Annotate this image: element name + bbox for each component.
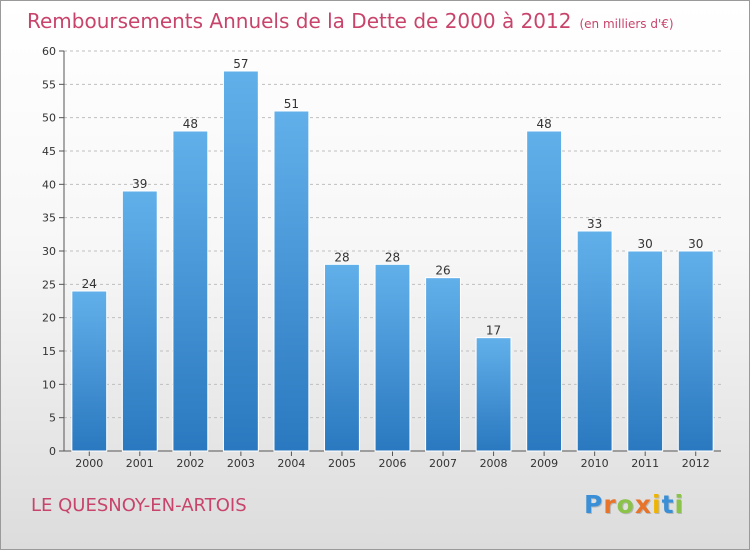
bar-2002 xyxy=(172,130,209,452)
y-tick-label: 25 xyxy=(42,278,56,291)
chart-title-text: Remboursements Annuels de la Dette de 20… xyxy=(27,9,572,33)
chart-title: Remboursements Annuels de la Dette de 20… xyxy=(27,9,674,33)
bar-2010 xyxy=(576,230,613,452)
logo-letter: i xyxy=(674,490,685,519)
bar-value-label: 57 xyxy=(233,57,248,71)
place-name: LE QUESNOY-EN-ARTOIS xyxy=(31,495,247,516)
x-tick-label: 2005 xyxy=(328,457,356,470)
x-tick-labels: 2000 2001 2002 2003 2004 2005 2006 2007 2008 2009… xyxy=(75,457,709,470)
x-tick-label: 2011 xyxy=(631,457,659,470)
x-tick-label: 2010 xyxy=(581,457,609,470)
bar-2012 xyxy=(677,250,714,452)
bar-value-label: 24 xyxy=(82,277,97,291)
y-tick-label: 60 xyxy=(42,45,56,58)
bar-2001 xyxy=(121,190,158,452)
bar-value-label: 28 xyxy=(334,250,349,264)
bar-2008 xyxy=(475,337,512,452)
y-tick-label: 0 xyxy=(49,445,56,458)
logo-letter: x xyxy=(634,490,652,519)
bars: 24 39 48 57 51 28 28 26 17 48 33 30 30 xyxy=(71,57,714,452)
chart-subtitle: (en milliers d'€) xyxy=(579,17,674,31)
bar-value-label: 17 xyxy=(486,324,501,338)
bar-value-label: 48 xyxy=(536,117,551,131)
bar-2003 xyxy=(222,70,259,452)
bar-value-label: 30 xyxy=(688,237,703,251)
bar-2011 xyxy=(627,250,664,452)
bar-value-label: 48 xyxy=(183,117,198,131)
x-tick-label: 2000 xyxy=(75,457,103,470)
proxiti-logo: Proxiti xyxy=(584,490,684,519)
x-tick-label: 2006 xyxy=(379,457,407,470)
bar-2009 xyxy=(526,130,563,452)
bar-value-label: 26 xyxy=(435,264,450,278)
bar-2000 xyxy=(71,290,108,452)
y-tick-label: 50 xyxy=(42,112,56,125)
logo-letter: r xyxy=(603,490,617,519)
bar-value-label: 30 xyxy=(638,237,653,251)
y-tick-label: 55 xyxy=(42,78,56,91)
x-tick-label: 2009 xyxy=(530,457,558,470)
logo-letter: P xyxy=(584,490,604,519)
y-tick-label: 35 xyxy=(42,212,56,225)
y-tick-label: 40 xyxy=(42,178,56,191)
bar-value-label: 51 xyxy=(284,97,299,111)
y-tick-label: 5 xyxy=(49,412,56,425)
x-tick-label: 2002 xyxy=(176,457,204,470)
y-tick-label: 15 xyxy=(42,345,56,358)
bar-2006 xyxy=(374,263,411,452)
bar-value-label: 28 xyxy=(385,250,400,264)
x-tick-label: 2004 xyxy=(277,457,305,470)
logo-letter: i xyxy=(652,490,662,519)
y-tick-label: 20 xyxy=(42,312,56,325)
logo-letter: t xyxy=(661,490,675,519)
bar-2007 xyxy=(425,277,461,452)
y-tick-labels: 0 5 10 15 20 25 30 35 40 45 50 55 60 xyxy=(42,45,56,458)
x-tick-label: 2007 xyxy=(429,457,457,470)
y-tick-label: 30 xyxy=(42,245,56,258)
y-tick-label: 10 xyxy=(42,378,56,391)
bar-value-label: 39 xyxy=(132,177,147,191)
bar-2004 xyxy=(273,110,310,452)
bar-2005 xyxy=(324,263,360,452)
x-tick-label: 2001 xyxy=(126,457,154,470)
bar-value-label: 33 xyxy=(587,217,602,231)
y-tick-label: 45 xyxy=(42,145,56,158)
x-tick-label: 2008 xyxy=(480,457,508,470)
logo-letter: o xyxy=(616,490,635,519)
x-tick-label: 2012 xyxy=(682,457,710,470)
x-tick-label: 2003 xyxy=(227,457,255,470)
